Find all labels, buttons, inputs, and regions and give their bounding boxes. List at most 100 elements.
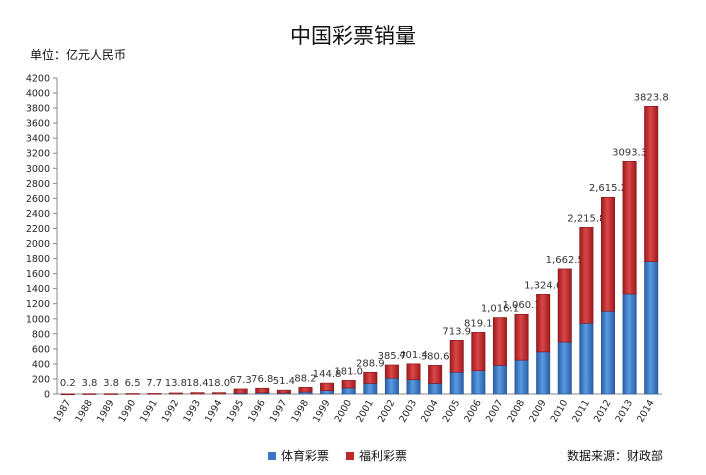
y-tick-label: 1600 — [26, 269, 50, 280]
data-label: 51.4 — [273, 376, 295, 387]
bar-sports — [471, 370, 486, 395]
bar-welfare — [168, 392, 183, 395]
legend-item-sports: 体育彩票 — [268, 447, 329, 464]
y-tick-label: 2600 — [26, 194, 50, 205]
x-tick-label: 1997 — [268, 398, 290, 424]
x-tick-label: 1993 — [181, 398, 203, 424]
x-tick-label: 2002 — [376, 398, 398, 424]
bar-welfare — [298, 387, 313, 393]
bar-sports — [536, 351, 551, 395]
data-label: 1,662.5 — [546, 255, 584, 266]
bar-welfare — [190, 392, 205, 395]
bar-welfare — [233, 388, 248, 394]
x-tick-label: 2007 — [484, 398, 506, 424]
chart-title: 中国彩票销量 — [290, 24, 416, 48]
data-label: 3.8 — [103, 378, 119, 389]
y-tick-label: 1400 — [26, 284, 50, 295]
bar-welfare — [82, 393, 97, 395]
data-label: 385.7 — [378, 351, 407, 362]
bar-sports — [557, 341, 572, 395]
x-tick-label: 1998 — [289, 398, 311, 424]
bar-welfare — [536, 294, 551, 353]
bar-welfare — [60, 393, 75, 396]
bar-sports — [341, 387, 356, 395]
bar-sports — [428, 383, 443, 395]
y-tick-label: 3400 — [26, 134, 50, 145]
bar-sports — [644, 261, 659, 395]
legend-label-sports: 体育彩票 — [281, 449, 330, 463]
x-tick-label: 2005 — [441, 398, 463, 424]
x-tick-label: 2008 — [506, 398, 528, 424]
bar-sports — [600, 310, 615, 395]
data-label: 1,016.1 — [481, 304, 519, 315]
bar-welfare — [557, 268, 572, 343]
y-tick-label: 3800 — [26, 104, 50, 115]
data-label: 288.9 — [356, 358, 385, 369]
x-tick-label: 1995 — [225, 398, 247, 424]
y-tick-label: 1000 — [26, 314, 50, 325]
y-tick-label: 2000 — [26, 239, 50, 250]
data-label: 144.8 — [313, 369, 342, 380]
bar-welfare — [492, 317, 507, 366]
bar-welfare — [428, 365, 443, 384]
x-tick-label: 2003 — [397, 398, 419, 424]
bar-sports — [622, 293, 637, 395]
data-label: 2,615.2 — [589, 183, 627, 194]
y-tick-label: 4000 — [26, 89, 50, 100]
bar-welfare — [644, 106, 659, 262]
x-tick-label: 1999 — [311, 398, 333, 424]
x-tick-label: 2009 — [527, 398, 549, 424]
bar-welfare — [147, 393, 162, 395]
y-tick-label: 3600 — [26, 119, 50, 130]
x-tick-label: 2014 — [635, 398, 657, 424]
x-tick-label: 1992 — [160, 398, 182, 424]
data-label: 1,324.6 — [524, 280, 562, 291]
x-tick-label: 1996 — [246, 398, 268, 424]
y-tick-label: 2400 — [26, 209, 50, 220]
y-tick-label: 2200 — [26, 224, 50, 235]
data-label: 819.1 — [464, 318, 493, 329]
x-tick-label: 2004 — [419, 398, 441, 424]
y-tick-label: 200 — [32, 374, 50, 385]
x-tick-label: 1990 — [117, 398, 139, 424]
data-label: 3823.8 — [634, 92, 669, 103]
x-tick-label: 1994 — [203, 398, 225, 424]
x-tick-label: 1989 — [95, 398, 117, 424]
y-tick-label: 1800 — [26, 254, 50, 265]
x-tick-label: 1991 — [138, 398, 160, 424]
data-label: 67.3 — [230, 375, 252, 386]
data-label: 7.7 — [146, 378, 162, 389]
data-label: 76.8 — [251, 374, 273, 385]
x-tick-label: 2010 — [549, 398, 571, 424]
bar-welfare — [600, 196, 615, 312]
bar-sports — [406, 379, 421, 395]
x-tick-label: 1988 — [73, 398, 95, 424]
bar-welfare — [320, 382, 335, 391]
data-label: 3.8 — [81, 378, 97, 389]
y-tick-label: 400 — [32, 359, 50, 370]
source-label: 数据来源：财政部 — [567, 449, 664, 463]
bar-welfare — [255, 387, 270, 394]
y-tick-label: 2800 — [26, 179, 50, 190]
data-label: 18.4 — [186, 378, 208, 389]
data-label: 401.4 — [399, 350, 428, 361]
x-tick-label: 2011 — [570, 398, 592, 424]
bar-sports — [363, 383, 378, 395]
data-label: 18.0 — [208, 378, 230, 389]
x-tick-label: 2012 — [592, 398, 614, 424]
bar-welfare — [622, 160, 637, 295]
data-label: 6.5 — [125, 378, 141, 389]
bar-welfare — [363, 371, 378, 384]
bar-sports — [449, 371, 464, 395]
x-tick-label: 2006 — [462, 398, 484, 424]
bar-welfare — [212, 392, 227, 395]
data-label: 0.2 — [60, 378, 76, 389]
data-label: 181.0 — [334, 366, 363, 377]
bar-welfare — [406, 363, 421, 381]
data-label: 1,060.1 — [502, 300, 540, 311]
bar-welfare — [514, 313, 529, 361]
bar-sports — [320, 390, 335, 395]
bar-welfare — [449, 339, 464, 373]
data-label: 3093.3 — [612, 147, 647, 158]
